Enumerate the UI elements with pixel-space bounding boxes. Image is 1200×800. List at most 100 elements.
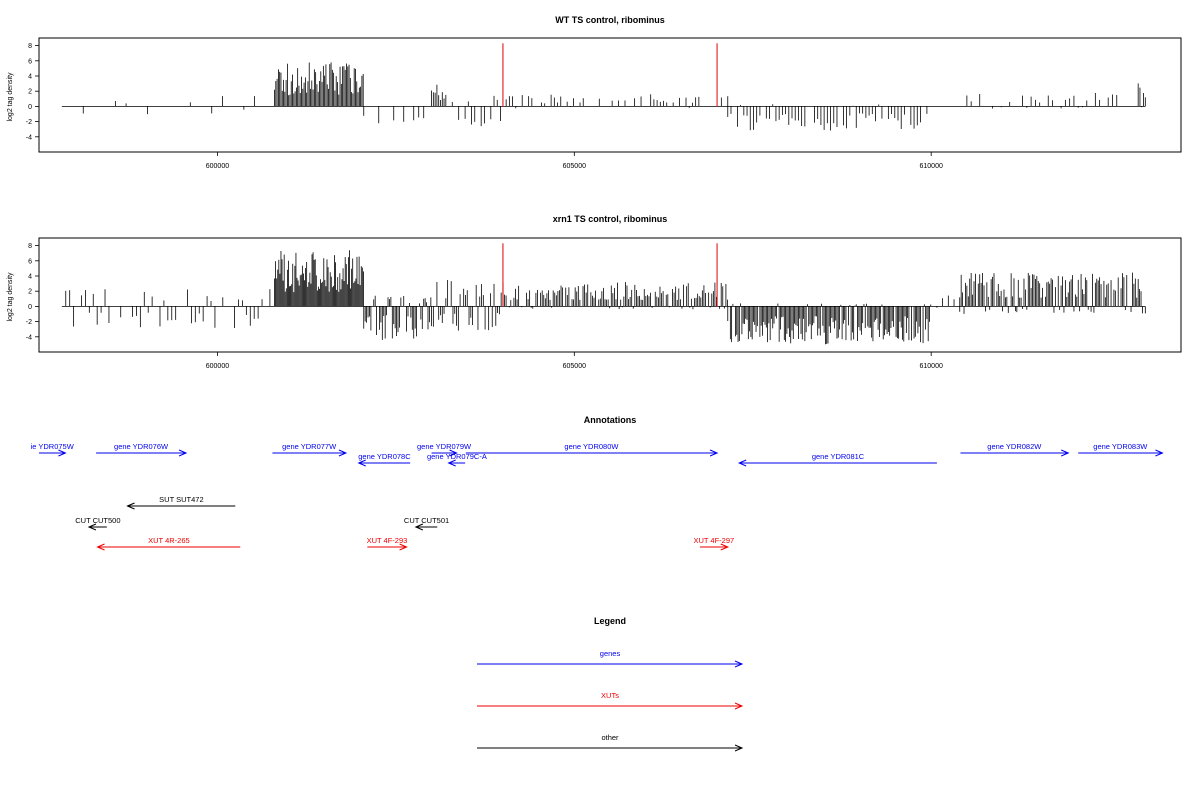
annotation-label: CUT CUT500 bbox=[75, 516, 120, 525]
wt-coverage-panel: WT TS control, ribominus log2 tag densit… bbox=[7, 15, 1182, 170]
annotation-arrowhead bbox=[58, 449, 67, 457]
annotation-gene: gene YDR082W bbox=[960, 442, 1070, 457]
legend-label: XUTs bbox=[601, 691, 619, 700]
x-tick-label: 610000 bbox=[920, 363, 943, 370]
annotation-label: XUT 4F-293 bbox=[367, 536, 408, 545]
annotation-gene: gene YDR080W bbox=[465, 442, 719, 457]
y-tick-label: -2 bbox=[26, 119, 32, 126]
red-marker-lines bbox=[502, 243, 718, 307]
annotation-arrowhead bbox=[1155, 449, 1164, 457]
annotation-arrowhead bbox=[399, 543, 408, 551]
y-tick-label: -2 bbox=[26, 319, 32, 326]
annotation-label: gene YDR082W bbox=[987, 442, 1042, 451]
annotation-arrowhead bbox=[357, 459, 366, 467]
y-tick-label: 0 bbox=[28, 304, 32, 311]
y-tick-label: 0 bbox=[28, 104, 32, 111]
annotation-gene: gene YDR083W bbox=[1078, 442, 1164, 457]
annotation-label: gene YDR083W bbox=[1093, 442, 1148, 451]
annotation-other: CUT CUT501 bbox=[404, 516, 449, 531]
x-tick-label: 605000 bbox=[563, 163, 586, 170]
y-tick-label: 4 bbox=[28, 274, 32, 281]
y-tick-label: 8 bbox=[28, 243, 32, 250]
annotation-arrowhead bbox=[414, 523, 424, 531]
legend-arrowhead bbox=[734, 702, 744, 710]
annotation-label: SUT SUT472 bbox=[159, 495, 203, 504]
x-axis-ticks: 600000 605000 610000 bbox=[206, 352, 943, 370]
annotation-arrowhead bbox=[720, 543, 730, 551]
y-axis-label: log2 tag density bbox=[7, 72, 14, 122]
plot-frame bbox=[38, 237, 1182, 353]
x-axis-ticks: 600000 605000 610000 bbox=[206, 152, 943, 170]
y-axis-ticks: -4 -2 0 2 4 6 8 bbox=[26, 43, 39, 141]
annotation-arrowhead bbox=[737, 459, 747, 467]
annotation-label: gene YDR077W bbox=[282, 442, 337, 451]
annotation-arrowhead bbox=[709, 449, 719, 457]
annotation-gene: gene YDR079W bbox=[417, 442, 472, 457]
annotation-arrowhead bbox=[1061, 449, 1070, 457]
x-tick-label: 610000 bbox=[920, 163, 943, 170]
annotation-label: CUT CUT501 bbox=[404, 516, 449, 525]
annotation-arrowhead bbox=[447, 459, 456, 467]
annotation-other: CUT CUT500 bbox=[75, 516, 121, 531]
panel-title: WT TS control, ribominus bbox=[555, 15, 665, 25]
annotation-gene: gene YDR077W bbox=[272, 442, 348, 457]
annotation-label: gene YDR079C-A bbox=[427, 452, 487, 461]
annotation-label: XUT 4R-265 bbox=[148, 536, 190, 545]
annotation-label: gene YDR080W bbox=[564, 442, 619, 451]
legend-item-other: other bbox=[477, 733, 744, 752]
annotation-arrowhead bbox=[126, 502, 135, 510]
y-axis-label: log2 tag density bbox=[7, 272, 14, 322]
legend: Legend genes XUTs other bbox=[477, 616, 744, 752]
annotation-gene: gene YDR078C bbox=[357, 452, 411, 467]
annotation-label: gene YDR078C bbox=[358, 452, 411, 461]
annotation-label: gene YDR081C bbox=[812, 452, 865, 461]
red-marker-lines bbox=[502, 43, 718, 107]
legend-arrowhead bbox=[734, 660, 744, 668]
annotation-arrowhead bbox=[338, 449, 348, 457]
legend-label: other bbox=[601, 733, 619, 742]
legend-item-xut: XUTs bbox=[477, 691, 744, 710]
annotation-label: gene YDR076W bbox=[114, 442, 169, 451]
y-tick-label: 2 bbox=[28, 89, 32, 96]
annotation-xut: XUT 4R-265 bbox=[96, 536, 241, 551]
y-tick-label: -4 bbox=[26, 334, 32, 341]
annotation-gene: gene YDR076W bbox=[96, 442, 188, 457]
y-tick-label: 6 bbox=[28, 258, 32, 265]
annotation-xut: XUT 4F-297 bbox=[693, 536, 734, 551]
annotations-track: Annotations ie YDR075W gene YDR076W gene Y… bbox=[31, 415, 1164, 551]
xrn1-coverage-panel: xrn1 TS control, ribominus log2 tag dens… bbox=[7, 214, 1182, 370]
panel-title: xrn1 TS control, ribominus bbox=[553, 214, 668, 224]
annotation-label: XUT 4F-297 bbox=[693, 536, 734, 545]
legend-title: Legend bbox=[594, 616, 626, 626]
annotation-arrowhead bbox=[87, 523, 97, 531]
annotation-label: gene YDR079W bbox=[417, 442, 472, 451]
legend-arrowhead bbox=[734, 744, 744, 752]
y-tick-label: 2 bbox=[28, 289, 32, 296]
legend-label: genes bbox=[600, 649, 621, 658]
y-axis-ticks: -4 -2 0 2 4 6 8 bbox=[26, 243, 39, 341]
annotation-arrowhead bbox=[449, 449, 458, 457]
annotation-xut: XUT 4F-293 bbox=[367, 536, 408, 551]
y-tick-label: 8 bbox=[28, 43, 32, 50]
annotation-gene: ie YDR075W bbox=[31, 442, 75, 457]
y-tick-label: 4 bbox=[28, 74, 32, 81]
coverage-bars bbox=[61, 62, 1146, 131]
annotation-arrowhead bbox=[178, 449, 188, 457]
legend-items: genes XUTs other bbox=[477, 649, 744, 752]
x-tick-label: 600000 bbox=[206, 363, 229, 370]
plot-frame bbox=[38, 37, 1182, 153]
annotation-gene: gene YDR079C-A bbox=[427, 452, 487, 467]
annotation-label: ie YDR075W bbox=[31, 442, 75, 451]
annotation-other: SUT SUT472 bbox=[126, 495, 236, 510]
annotation-gene: gene YDR081C bbox=[737, 452, 937, 467]
y-tick-label: -4 bbox=[26, 134, 32, 141]
y-tick-label: 6 bbox=[28, 58, 32, 65]
x-tick-label: 600000 bbox=[206, 163, 229, 170]
coverage-bars bbox=[61, 250, 1146, 345]
annotation-features: ie YDR075W gene YDR076W gene YDR077W gene Y… bbox=[31, 442, 1164, 551]
annotation-arrowhead bbox=[96, 543, 105, 551]
x-tick-label: 605000 bbox=[563, 363, 586, 370]
annotations-title: Annotations bbox=[584, 415, 637, 425]
legend-item-gene: genes bbox=[477, 649, 744, 668]
